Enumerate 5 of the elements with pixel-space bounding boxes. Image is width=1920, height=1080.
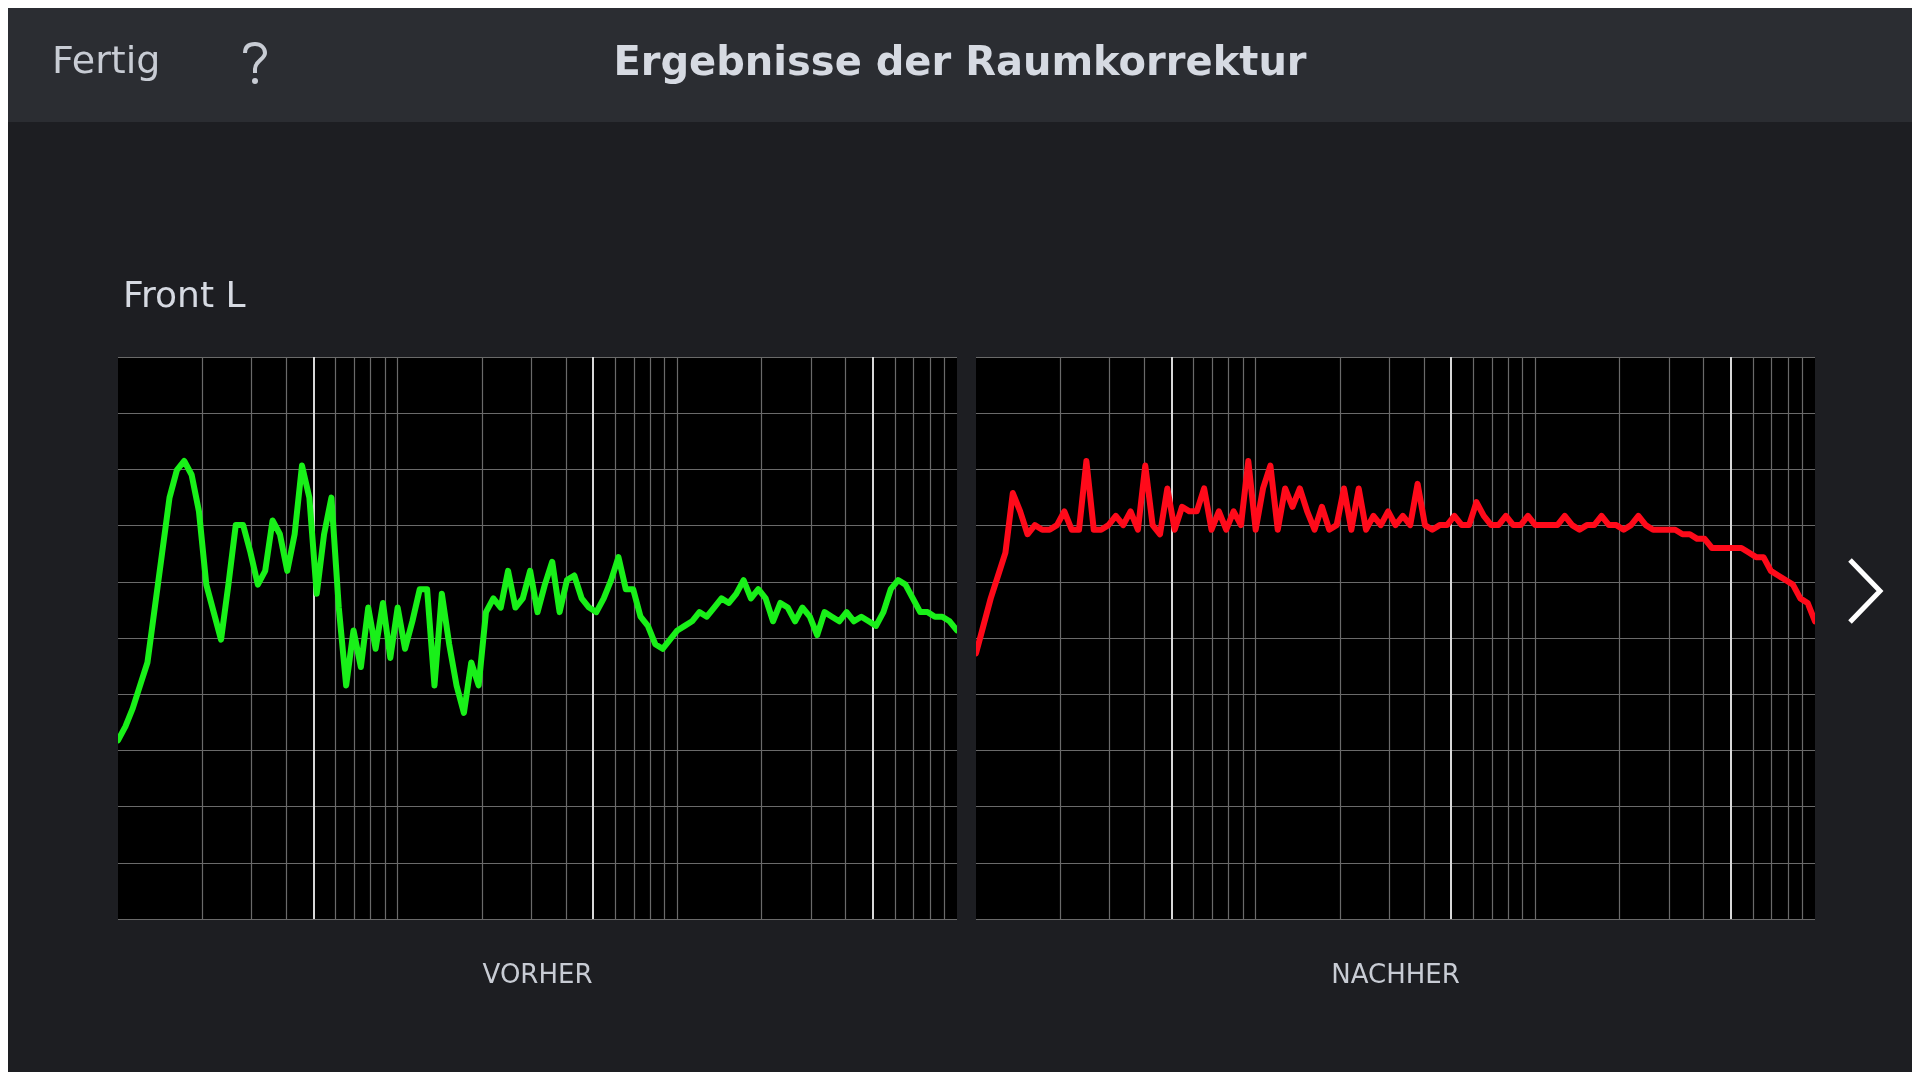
x-axis-title: NACHHER xyxy=(1331,959,1460,989)
text: Fertig xyxy=(52,38,161,82)
chart-title: Ergebnisse der Raumkorrektur xyxy=(613,38,1307,84)
x-axis-title: VORHER xyxy=(482,959,593,989)
chart-subtitle: Front L xyxy=(123,274,246,315)
